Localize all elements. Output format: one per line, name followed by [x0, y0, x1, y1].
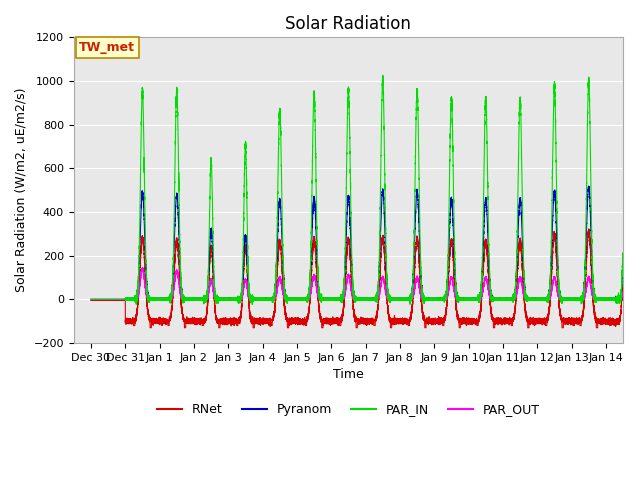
RNet — [552, 250, 560, 255]
Line: PAR_OUT: PAR_OUT — [91, 267, 640, 301]
Line: PAR_IN: PAR_IN — [91, 75, 640, 304]
PAR_IN — [379, 72, 387, 78]
Pyranom — [552, 211, 560, 217]
PAR_OUT — [87, 297, 95, 302]
Pyranom — [136, 239, 144, 244]
Pyranom — [585, 183, 593, 189]
PAR_OUT — [552, 281, 560, 287]
PAR_IN — [276, 114, 284, 120]
Legend: RNet, Pyranom, PAR_IN, PAR_OUT: RNet, Pyranom, PAR_IN, PAR_OUT — [152, 398, 545, 421]
PAR_OUT — [385, 299, 393, 304]
RNet — [585, 226, 593, 232]
PAR_IN — [512, 280, 520, 286]
PAR_IN — [636, 297, 640, 303]
Pyranom — [284, 300, 291, 305]
Y-axis label: Solar Radiation (W/m2, uE/m2/s): Solar Radiation (W/m2, uE/m2/s) — [15, 88, 28, 292]
Pyranom — [239, 282, 246, 288]
Pyranom — [512, 279, 520, 285]
PAR_OUT — [239, 292, 246, 298]
Pyranom — [276, 200, 284, 205]
PAR_OUT — [139, 264, 147, 270]
PAR_IN — [87, 297, 95, 302]
Text: TW_met: TW_met — [79, 41, 135, 54]
PAR_IN — [589, 288, 597, 293]
PAR_OUT — [589, 295, 597, 301]
Pyranom — [636, 298, 640, 303]
RNet — [636, 317, 640, 323]
PAR_OUT — [136, 281, 144, 287]
PAR_IN — [136, 205, 144, 211]
PAR_IN — [239, 276, 246, 282]
Title: Solar Radiation: Solar Radiation — [285, 15, 412, 33]
PAR_OUT — [512, 294, 520, 300]
X-axis label: Time: Time — [333, 368, 364, 381]
RNet — [512, 296, 520, 302]
RNet — [136, 266, 144, 272]
Line: RNet: RNet — [91, 229, 640, 328]
RNet — [589, 302, 597, 308]
Line: Pyranom: Pyranom — [91, 186, 640, 302]
PAR_OUT — [636, 297, 640, 302]
PAR_OUT — [276, 274, 284, 280]
RNet — [276, 241, 284, 247]
RNet — [146, 325, 154, 331]
Pyranom — [87, 297, 95, 302]
PAR_IN — [552, 147, 560, 153]
PAR_IN — [248, 301, 256, 307]
RNet — [87, 298, 95, 303]
RNet — [239, 294, 246, 300]
Pyranom — [589, 284, 597, 289]
